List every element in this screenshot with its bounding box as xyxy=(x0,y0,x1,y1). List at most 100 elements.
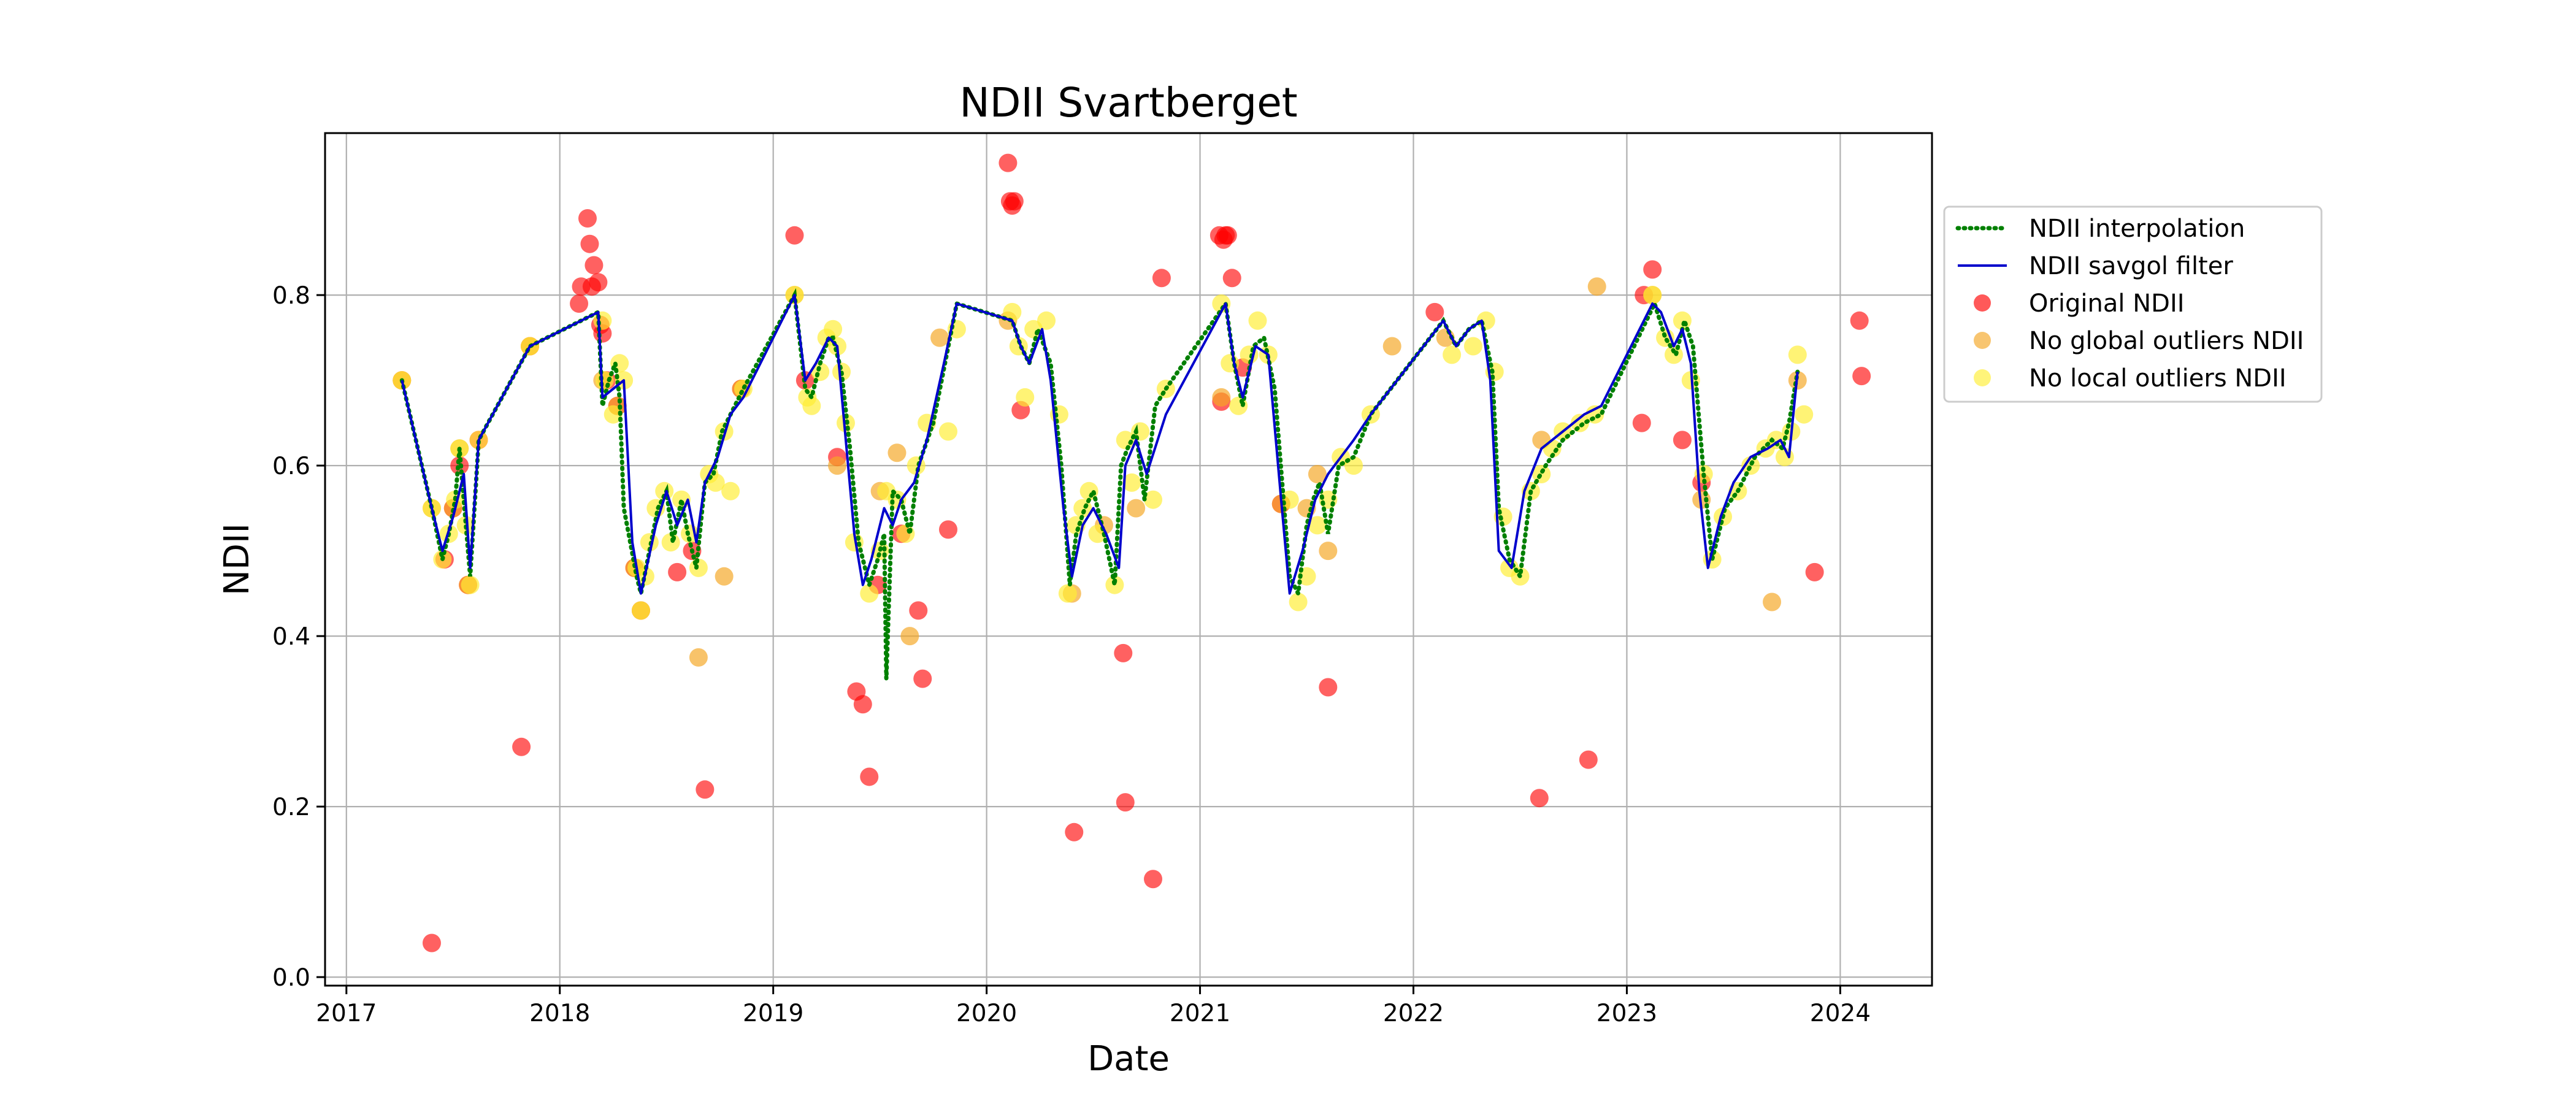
original-ndii-point xyxy=(913,669,932,688)
no-global-outliers-ndii-point xyxy=(1587,277,1606,296)
plot-frame xyxy=(324,132,1933,987)
no-global-outliers-ndii-point xyxy=(1319,542,1338,561)
no-local-outliers-ndii-point xyxy=(1058,584,1077,603)
no-local-outliers-ndii-point xyxy=(1289,592,1308,611)
plot-area xyxy=(325,133,1932,986)
x-tick-label: 2024 xyxy=(1810,1000,1871,1027)
legend-label: NDII savgol filter xyxy=(2029,252,2233,280)
ndii-savgol-filter-line xyxy=(401,294,1799,595)
legend-frame xyxy=(1943,205,2323,403)
original-ndii-point xyxy=(1222,269,1241,288)
original-ndii-point xyxy=(585,256,604,275)
no-global-outliers-ndii-point xyxy=(715,567,734,586)
no-local-outliers-ndii-point xyxy=(1122,473,1141,492)
original-ndii-point xyxy=(1319,678,1338,697)
legend-item-ndii-interpolation: NDII interpolation xyxy=(1955,215,2245,243)
no-local-outliers-ndii-point xyxy=(721,481,740,500)
legend: NDII interpolation NDII savgol filter Orig… xyxy=(1943,205,2323,403)
no-local-outliers-ndii-point xyxy=(1795,405,1814,424)
no-global-outliers-ndii-point xyxy=(1763,592,1782,611)
no-global-outliers-ndii-point xyxy=(1127,499,1146,518)
original-ndii-point xyxy=(1114,643,1133,662)
no-local-outliers-ndii-point xyxy=(1463,337,1482,356)
original-ndii-point xyxy=(785,226,804,245)
no-global-outliers-ndii-point xyxy=(1382,337,1401,356)
original-ndii-point xyxy=(1005,192,1024,211)
original-ndii-point xyxy=(1805,562,1824,581)
no-local-outliers-ndii-point xyxy=(860,584,879,603)
original-ndii-point xyxy=(668,562,687,581)
no-global-outliers-ndii-point xyxy=(828,456,847,475)
no-local-outliers-ndii-point xyxy=(1248,311,1267,330)
no-local-outliers-ndii-point xyxy=(1079,481,1098,500)
legend-item-no-local-outliers-ndii: No local outliers NDII xyxy=(1974,364,2287,393)
x-tick-label: 2022 xyxy=(1383,1000,1444,1027)
x-axis-label: Date xyxy=(1087,1039,1170,1079)
x-tick-label: 2020 xyxy=(956,1000,1017,1027)
legend-label: No global outliers NDII xyxy=(2029,327,2304,355)
no-local-outliers-ndii-point xyxy=(896,524,915,543)
legend-label: NDII interpolation xyxy=(2029,215,2245,243)
no-local-outliers-ndii-point xyxy=(604,405,623,424)
original-ndii-point xyxy=(1632,413,1651,432)
original-ndii-point xyxy=(696,780,715,799)
no-global-outliers-ndii-point xyxy=(689,648,708,667)
original-ndii-point xyxy=(589,273,608,292)
no-global-outliers-ndii-point xyxy=(1212,388,1231,407)
no-global-outliers-ndii-point xyxy=(887,443,907,462)
y-tick-label: 0.8 xyxy=(272,282,310,310)
y-axis-label: NDII xyxy=(217,523,257,596)
no-global-outliers-ndii-point xyxy=(1308,465,1327,483)
x-tick-label: 2017 xyxy=(316,1000,377,1027)
y-tick-label: 0.0 xyxy=(272,964,310,992)
original-ndii-point xyxy=(853,695,872,714)
original-ndii-point xyxy=(1643,260,1662,279)
no-local-outliers-ndii-point xyxy=(1003,302,1022,321)
original-ndii-point xyxy=(578,209,597,228)
original-ndii-point xyxy=(1530,789,1549,808)
no-global-outliers-ndii-point xyxy=(900,627,919,646)
x-tick-label: 2021 xyxy=(1170,1000,1230,1027)
legend-label: Original NDII xyxy=(2029,289,2185,318)
original-ndii-point xyxy=(1218,226,1237,245)
legend-item-ndii-savgol-filter: NDII savgol filter xyxy=(1958,252,2233,280)
original-ndii-point xyxy=(512,737,531,756)
y-tick-label: 0.2 xyxy=(272,794,310,821)
y-tick-label: 0.4 xyxy=(272,623,310,651)
original-ndii-point xyxy=(999,153,1018,172)
legend-item-no-global-outliers-ndii: No global outliers NDII xyxy=(1974,327,2304,355)
legend-swatch xyxy=(1974,332,1991,349)
original-ndii-point xyxy=(1144,870,1163,889)
original-ndii-point xyxy=(1673,431,1692,450)
no-local-outliers-ndii-point xyxy=(1643,286,1662,305)
original-ndii-point xyxy=(580,234,599,253)
no-local-outliers-ndii-point xyxy=(938,422,957,441)
original-ndii-point xyxy=(570,294,589,313)
original-ndii-point xyxy=(1116,793,1135,812)
no-local-outliers-ndii-point xyxy=(1308,516,1327,535)
legend-label: No local outliers NDII xyxy=(2029,364,2287,393)
no-local-outliers-ndii-point xyxy=(1741,456,1760,475)
x-tick-label: 2019 xyxy=(743,1000,803,1027)
no-local-outliers-ndii-point xyxy=(1144,490,1163,509)
no-local-outliers-ndii-point xyxy=(1073,499,1092,518)
legend-swatch xyxy=(1974,294,1991,312)
original-ndii-point xyxy=(1852,367,1871,386)
original-ndii-point xyxy=(1579,750,1598,769)
original-ndii-point xyxy=(1152,269,1171,288)
original-ndii-point xyxy=(909,601,928,620)
no-local-outliers-ndii-point xyxy=(1664,345,1683,364)
legend-swatch xyxy=(1974,369,1991,386)
no-local-outliers-ndii-point xyxy=(1788,345,1807,364)
no-local-outliers-ndii-point xyxy=(824,320,843,339)
y-tick-label: 0.6 xyxy=(272,453,310,480)
x-tick-label: 2018 xyxy=(529,1000,590,1027)
original-ndii-point xyxy=(860,767,879,786)
no-local-outliers-ndii-point xyxy=(631,601,650,620)
no-local-outliers-ndii-point xyxy=(1443,345,1462,364)
no-global-outliers-ndii-point xyxy=(930,328,949,347)
no-local-outliers-ndii-point xyxy=(461,575,480,594)
legend-item-original-ndii: Original NDII xyxy=(1974,289,2185,318)
